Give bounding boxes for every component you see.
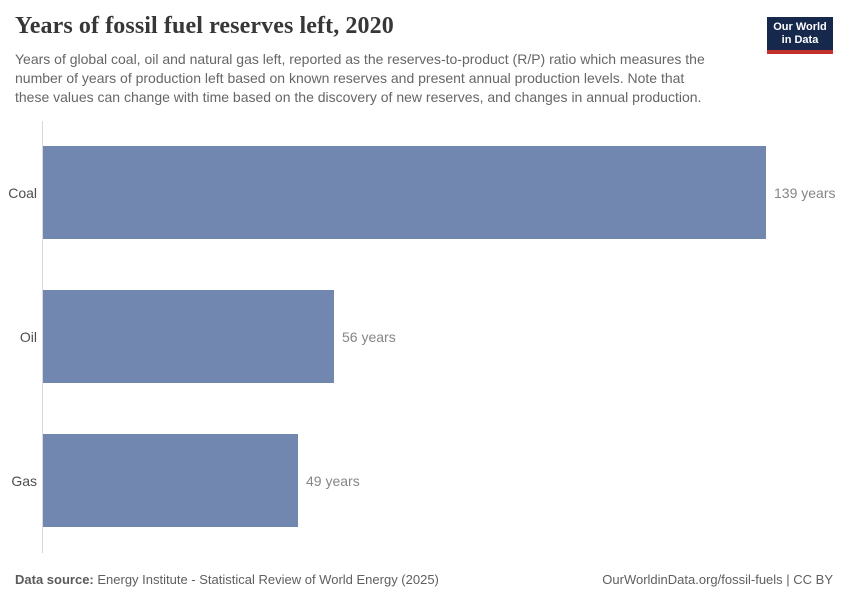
chart-area: Coal 139 years Oil 56 years Gas 49 years bbox=[0, 121, 850, 553]
value-label-gas: 49 years bbox=[306, 473, 360, 489]
owid-logo-line1: Our World bbox=[773, 21, 827, 33]
category-label-gas: Gas bbox=[11, 473, 37, 489]
bar-gas[interactable] bbox=[43, 434, 298, 527]
chart-row-gas: Gas 49 years bbox=[0, 409, 850, 553]
page-title: Years of fossil fuel reserves left, 2020 bbox=[15, 13, 394, 39]
chart-footer: Data source: Energy Institute - Statisti… bbox=[15, 572, 833, 587]
data-source-text: Energy Institute - Statistical Review of… bbox=[93, 572, 439, 587]
chart-row-coal: Coal 139 years bbox=[0, 121, 850, 265]
owid-logo-line2: in Data bbox=[781, 34, 819, 46]
bar-coal[interactable] bbox=[43, 146, 766, 239]
value-label-coal: 139 years bbox=[774, 185, 836, 201]
bar-oil[interactable] bbox=[43, 290, 334, 383]
chart-subtitle: Years of global coal, oil and natural ga… bbox=[15, 50, 750, 107]
category-label-oil: Oil bbox=[19, 329, 37, 345]
subtitle-line: number of years of production left based… bbox=[15, 70, 685, 86]
subtitle-line: Years of global coal, oil and natural ga… bbox=[15, 51, 705, 67]
data-source-note: Data source: Energy Institute - Statisti… bbox=[15, 572, 439, 587]
y-axis-line bbox=[42, 121, 43, 553]
chart-header: Years of fossil fuel reserves left, 2020… bbox=[15, 13, 750, 107]
owid-url-license-link[interactable]: OurWorldinData.org/fossil-fuels | CC BY bbox=[602, 572, 833, 587]
data-source-label: Data source: bbox=[15, 572, 94, 587]
owid-logo[interactable]: Our World in Data bbox=[767, 17, 833, 54]
category-label-coal: Coal bbox=[8, 185, 37, 201]
chart-row-oil: Oil 56 years bbox=[0, 265, 850, 409]
value-label-oil: 56 years bbox=[342, 329, 396, 345]
subtitle-line: these values can change with time based … bbox=[15, 89, 702, 105]
